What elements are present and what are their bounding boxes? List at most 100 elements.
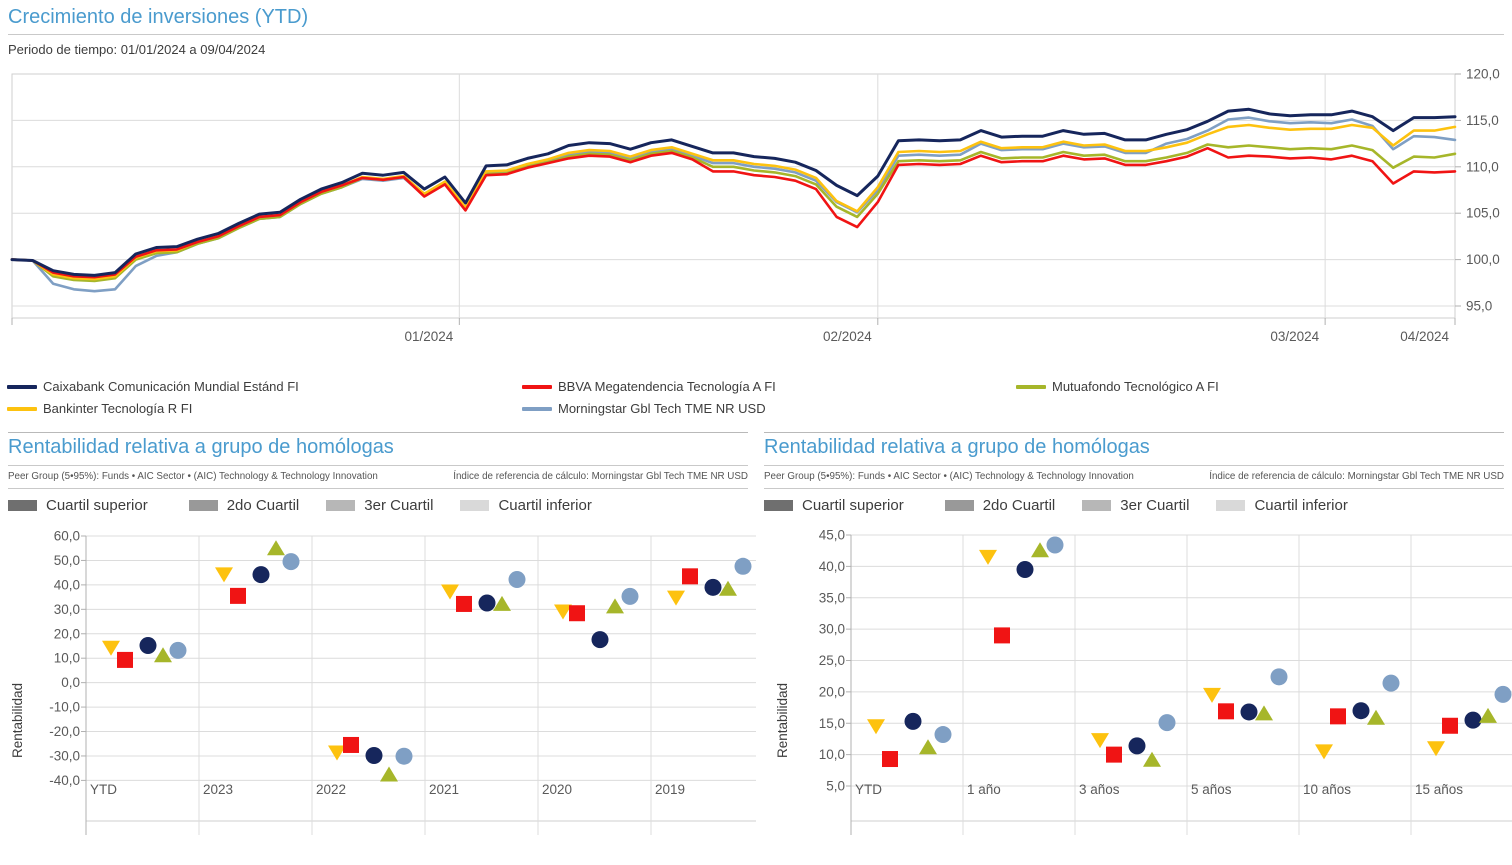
scatter-marker-bankinter-tecnolog-a-r-fi: [1427, 741, 1445, 757]
series-line-bankinter-tecnolog-a-r-fi: [10, 123, 1457, 281]
y-axis-tick-label: 10,0: [54, 651, 80, 666]
index-reference-label: Índice de referencia de cálculo: Morning…: [453, 471, 748, 482]
quartile-legend-item-2do-cuartil: 2do Cuartil: [944, 497, 1055, 514]
series-line-morningstar-gbl-tech-tme-nr-usd: [10, 116, 1457, 293]
scatter-marker-morningstar-gbl-tech-tme-nr-usd: [169, 641, 187, 659]
legend-column: BBVA Megatendencia Tecnología A FI Mornin…: [522, 379, 1016, 416]
quartile-label: Cuartil inferior: [498, 497, 592, 514]
quartile-legend-item-cuartil-inferior: Cuartil inferior: [460, 497, 592, 514]
y-axis-tick-label: 50,0: [54, 553, 80, 568]
series-label: Morningstar Gbl Tech TME NR USD: [558, 401, 766, 416]
quartile-color-swatch: [8, 500, 37, 511]
scatter-marker-bankinter-tecnolog-a-r-fi: [1203, 687, 1221, 703]
quartile-label: 2do Cuartil: [226, 497, 300, 514]
scatter-marker-mutuafondo-tecnol-gico-a-fi: [719, 580, 737, 596]
title-divider: [8, 34, 1504, 35]
scatter-marker-mutuafondo-tecnol-gico-a-fi: [606, 598, 624, 614]
quartile-color-swatch: [764, 500, 793, 511]
y-axis-tick-label: -20,0: [49, 724, 80, 739]
x-category-label: 2023: [203, 782, 233, 797]
scatter-marker-caixabank-comunicaci-n-mundial-est-nd-fi: [1464, 711, 1482, 729]
x-category-label: 15 años: [1415, 782, 1463, 797]
legend-item-mutuafondo-tecnol-gico-a-fi: Mutuafondo Tecnológico A FI: [1016, 379, 1512, 394]
quartile-label: Cuartil inferior: [1254, 497, 1348, 514]
scatter-marker-mutuafondo-tecnol-gico-a-fi: [1367, 709, 1385, 725]
peer-group-label: Peer Group (5•95%): Funds • AIC Sector •…: [764, 471, 1134, 482]
y-axis-tick-label: 40,0: [819, 559, 845, 574]
x-category-label: 3 años: [1079, 782, 1120, 797]
quartile-color-swatch: [1082, 500, 1112, 511]
scatter-marker-bbva-megatendencia-tecnolog-a-a-fi: [682, 568, 698, 585]
quartile-color-swatch: [188, 500, 218, 511]
quartile-color-swatch: [1216, 500, 1246, 511]
scatter-marker-bankinter-tecnolog-a-r-fi: [554, 604, 572, 620]
relative-return-panel-trailing: Rentabilidad relativa a grupo de homólog…: [764, 432, 1512, 840]
legend-column: Caixabank Comunicación Mundial Estánd FI…: [7, 379, 522, 416]
panel-subtitle: Peer Group (5•95%): Funds • AIC Sector •…: [764, 466, 1504, 488]
y-axis-tick-label: 60,0: [54, 529, 80, 544]
series-line-mutuafondo-tecnol-gico-a-fi: [10, 143, 1457, 283]
x-axis-tick-label: 04/2024: [1400, 329, 1449, 344]
series-color-swatch: [7, 406, 37, 411]
scatter-marker-caixabank-comunicaci-n-mundial-est-nd-fi: [365, 746, 383, 764]
y-axis-tick-label: -40,0: [49, 773, 80, 788]
quartile-legend-item-cuartil-superior: Cuartil superior: [8, 497, 148, 514]
scatter-marker-bankinter-tecnolog-a-r-fi: [441, 584, 459, 600]
quartile-label: 3er Cuartil: [364, 497, 434, 514]
y-axis-tick-label: 30,0: [819, 622, 845, 637]
scatter-marker-caixabank-comunicaci-n-mundial-est-nd-fi: [139, 636, 157, 654]
panel-title: Rentabilidad relativa a grupo de homólog…: [764, 436, 1150, 458]
series-color-swatch: [1016, 384, 1046, 389]
scatter-marker-mutuafondo-tecnol-gico-a-fi: [267, 540, 285, 556]
legend-item-bbva-megatendencia-tecnolog-a-a-fi: BBVA Megatendencia Tecnología A FI: [522, 379, 1016, 394]
peer-group-label: Peer Group (5•95%): Funds • AIC Sector •…: [8, 471, 378, 482]
scatter-marker-morningstar-gbl-tech-tme-nr-usd: [734, 557, 752, 575]
scatter-marker-mutuafondo-tecnol-gico-a-fi: [1031, 542, 1049, 558]
quartile-legend: Cuartil superior 2do Cuartil 3er Cuartil Cu…: [8, 489, 748, 518]
x-category-label: 1 año: [967, 782, 1001, 797]
scatter-marker-bankinter-tecnolog-a-r-fi: [328, 745, 346, 761]
series-label: Caixabank Comunicación Mundial Estánd FI: [43, 379, 299, 394]
legend-item-morningstar-gbl-tech-tme-nr-usd: Morningstar Gbl Tech TME NR USD: [522, 401, 1016, 416]
series-line-caixabank-comunicaci-n-mundial-est-nd-fi: [10, 107, 1457, 277]
x-category-label: 2021: [429, 782, 459, 797]
quartile-legend-item-2do-cuartil: 2do Cuartil: [188, 497, 300, 514]
y-axis-tick-label: 20,0: [819, 684, 845, 699]
panel-subtitle: Peer Group (5•95%): Funds • AIC Sector •…: [8, 466, 748, 488]
series-color-swatch: [522, 384, 552, 389]
x-category-label: 2022: [316, 782, 346, 797]
quartile-legend: Cuartil superior 2do Cuartil 3er Cuartil Cu…: [764, 489, 1504, 518]
x-axis-tick-label: 01/2024: [405, 329, 454, 344]
growth-line-chart: 120,0 115,0 110,0 105,0 100,0 95,0 01/2024 02/2…: [0, 62, 1512, 363]
scatter-chart-svg: 45,0 40,0 35,0 30,0 25,0 20,0 15,0 10,0 5,0 YTD 1 …: [775, 528, 1512, 835]
index-reference-label: Índice de referencia de cálculo: Morning…: [1209, 471, 1504, 482]
scatter-marker-bankinter-tecnolog-a-r-fi: [867, 719, 885, 735]
series-color-swatch: [522, 406, 552, 411]
scatter-marker-morningstar-gbl-tech-tme-nr-usd: [508, 571, 526, 589]
y-axis-tick-label: 115,0: [1466, 113, 1499, 128]
scatter-marker-bankinter-tecnolog-a-r-fi: [979, 549, 997, 565]
panel-divider: [764, 465, 1504, 466]
panel-title: Rentabilidad relativa a grupo de homólog…: [8, 436, 394, 458]
y-axis-tick-label: -30,0: [49, 748, 80, 763]
scatter-marker-morningstar-gbl-tech-tme-nr-usd: [1382, 674, 1400, 692]
scatter-marker-bbva-megatendencia-tecnolog-a-a-fi: [569, 605, 585, 622]
scatter-marker-bankinter-tecnolog-a-r-fi: [215, 567, 233, 583]
x-axis-tick-label: 02/2024: [823, 329, 872, 344]
scatter-marker-bbva-megatendencia-tecnolog-a-a-fi: [1330, 708, 1346, 725]
scatter-marker-caixabank-comunicaci-n-mundial-est-nd-fi: [478, 594, 496, 612]
scatter-marker-bbva-megatendencia-tecnolog-a-a-fi: [1218, 703, 1234, 720]
growth-section-header: Crecimiento de inversiones (YTD) Periodo…: [0, 0, 1512, 57]
y-axis-tick-label: 25,0: [819, 653, 845, 668]
y-axis-tick-label: 120,0: [1466, 67, 1500, 82]
scatter-marker-bbva-megatendencia-tecnolog-a-a-fi: [456, 595, 472, 612]
quartile-legend-item-3er-cuartil: 3er Cuartil: [326, 497, 433, 514]
series-label: Bankinter Tecnología R FI: [43, 401, 193, 416]
scatter-marker-caixabank-comunicaci-n-mundial-est-nd-fi: [252, 566, 270, 584]
scatter-marker-bankinter-tecnolog-a-r-fi: [1315, 744, 1333, 760]
y-axis-tick-label: 105,0: [1466, 206, 1500, 221]
scatter-marker-bbva-megatendencia-tecnolog-a-a-fi: [1106, 746, 1122, 763]
scatter-marker-mutuafondo-tecnol-gico-a-fi: [1143, 751, 1161, 767]
series-label: BBVA Megatendencia Tecnología A FI: [558, 379, 776, 394]
